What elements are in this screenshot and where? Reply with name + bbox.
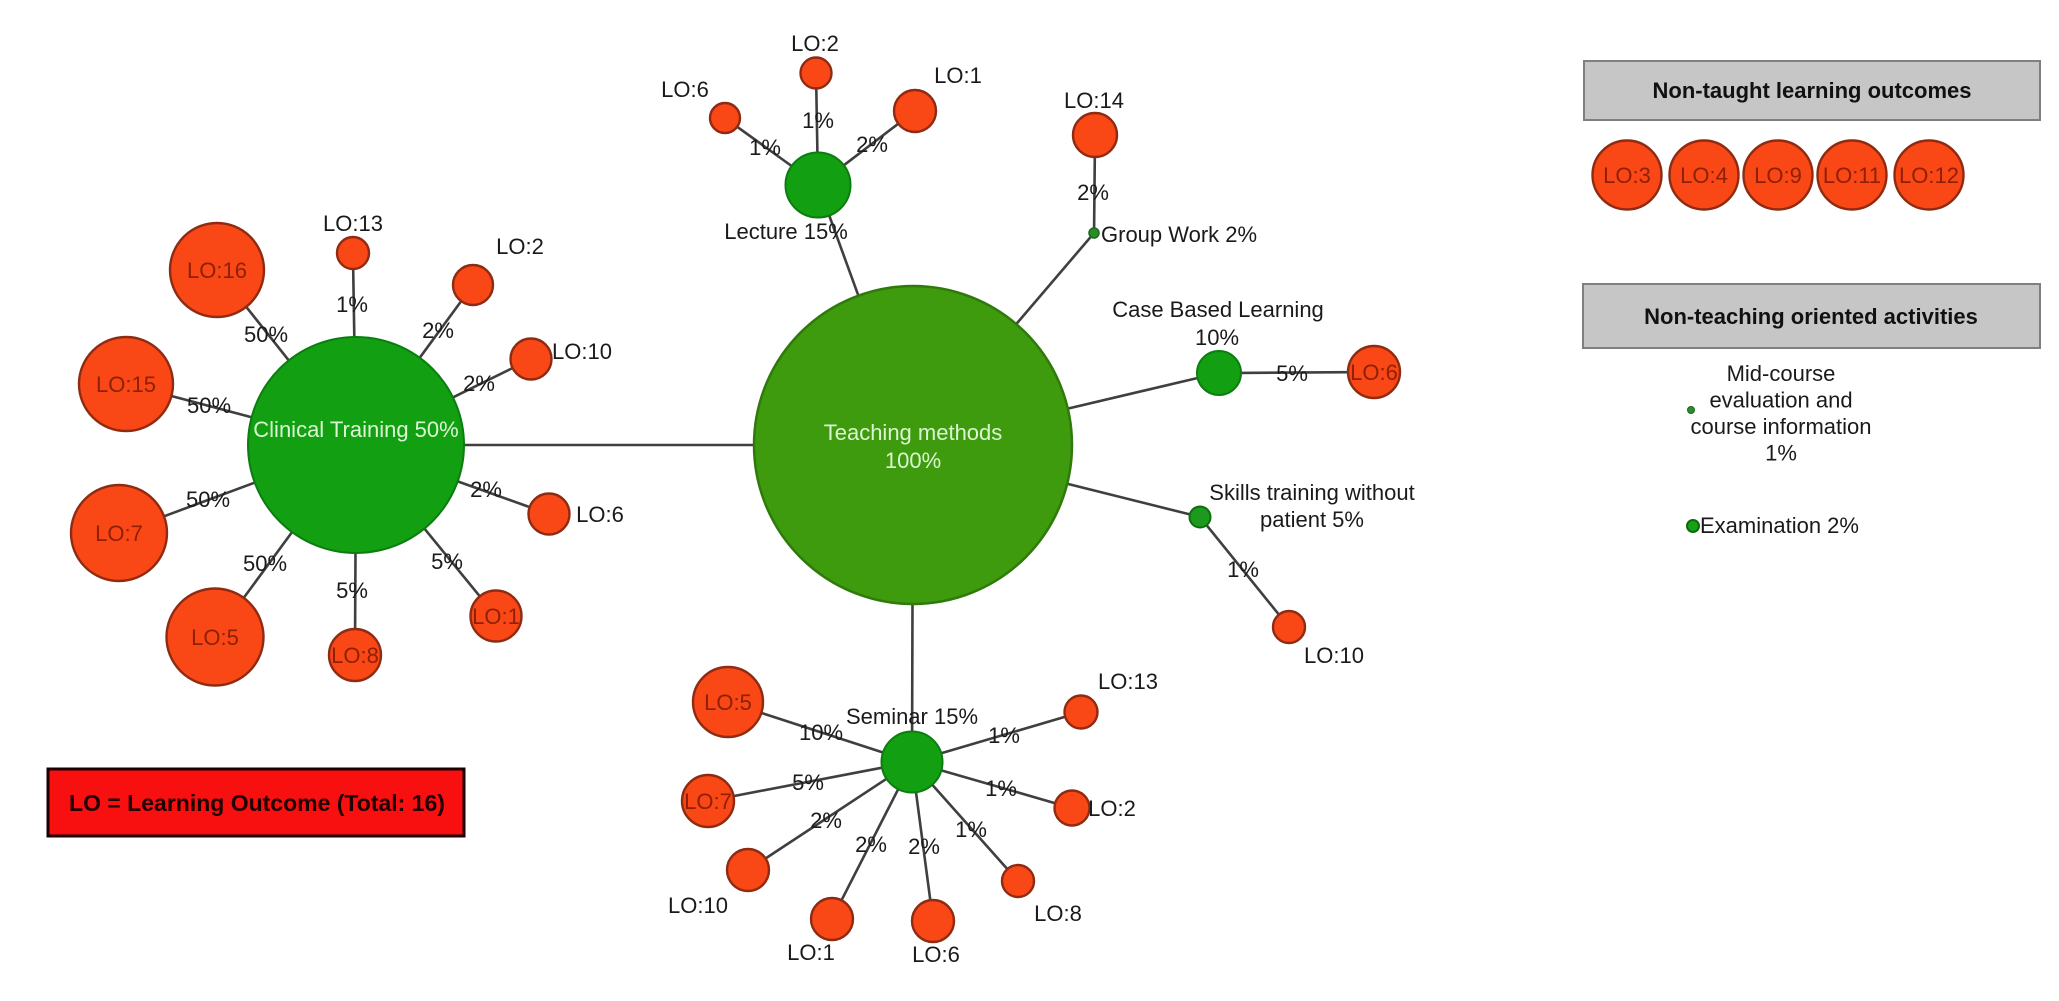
svg-text:LO:4: LO:4 bbox=[1680, 163, 1728, 188]
svg-text:5%: 5% bbox=[1276, 361, 1308, 386]
svg-text:50%: 50% bbox=[244, 322, 288, 347]
svg-text:1%: 1% bbox=[802, 108, 834, 133]
svg-text:50%: 50% bbox=[187, 393, 231, 418]
svg-text:LO:14: LO:14 bbox=[1064, 88, 1124, 113]
svg-text:2%: 2% bbox=[422, 318, 454, 343]
svg-text:LO:10: LO:10 bbox=[1304, 643, 1364, 668]
svg-text:LO:6: LO:6 bbox=[576, 502, 624, 527]
svg-text:Examination 2%: Examination 2% bbox=[1700, 513, 1859, 538]
svg-text:1%: 1% bbox=[1227, 557, 1259, 582]
svg-text:LO:3: LO:3 bbox=[1603, 163, 1651, 188]
svg-text:1%: 1% bbox=[988, 723, 1020, 748]
svg-text:2%: 2% bbox=[856, 132, 888, 157]
svg-text:LO:2: LO:2 bbox=[496, 234, 544, 259]
svg-text:Group Work 2%: Group Work 2% bbox=[1101, 222, 1257, 247]
svg-text:LO:13: LO:13 bbox=[323, 211, 383, 236]
svg-text:LO:16: LO:16 bbox=[187, 258, 247, 283]
svg-text:LO:1: LO:1 bbox=[787, 940, 835, 965]
svg-text:LO = Learning Outcome (Total:: LO = Learning Outcome (Total: 16) bbox=[69, 790, 445, 816]
svg-text:LO:5: LO:5 bbox=[704, 690, 752, 715]
svg-text:50%: 50% bbox=[243, 551, 287, 576]
svg-text:LO:2: LO:2 bbox=[791, 31, 839, 56]
svg-text:Clinical Training 50%: Clinical Training 50% bbox=[253, 417, 458, 442]
svg-text:Case Based Learning: Case Based Learning bbox=[1112, 297, 1324, 322]
svg-text:LO:13: LO:13 bbox=[1098, 669, 1158, 694]
svg-text:100%: 100% bbox=[885, 448, 941, 473]
svg-text:2%: 2% bbox=[855, 832, 887, 857]
svg-text:LO:6: LO:6 bbox=[1350, 360, 1398, 385]
svg-text:LO:6: LO:6 bbox=[912, 942, 960, 967]
svg-text:LO:5: LO:5 bbox=[191, 625, 239, 650]
svg-text:Teaching methods: Teaching methods bbox=[824, 420, 1003, 445]
svg-text:1%: 1% bbox=[749, 135, 781, 160]
svg-text:LO:11: LO:11 bbox=[1823, 163, 1881, 188]
svg-text:evaluation and: evaluation and bbox=[1709, 388, 1852, 413]
svg-text:5%: 5% bbox=[792, 770, 824, 795]
svg-text:10%: 10% bbox=[799, 720, 843, 745]
svg-text:LO:7: LO:7 bbox=[95, 521, 143, 546]
svg-text:2%: 2% bbox=[1077, 180, 1109, 205]
svg-text:course information: course information bbox=[1691, 414, 1872, 439]
svg-text:50%: 50% bbox=[186, 487, 230, 512]
svg-text:LO:8: LO:8 bbox=[1034, 901, 1082, 926]
svg-text:Seminar 15%: Seminar 15% bbox=[846, 704, 978, 729]
svg-text:2%: 2% bbox=[810, 808, 842, 833]
svg-text:LO:2: LO:2 bbox=[1088, 796, 1136, 821]
svg-text:LO:10: LO:10 bbox=[668, 893, 728, 918]
svg-text:Non-taught learning outcomes: Non-taught learning outcomes bbox=[1653, 78, 1972, 103]
svg-text:LO:9: LO:9 bbox=[1754, 163, 1802, 188]
svg-text:1%: 1% bbox=[985, 776, 1017, 801]
svg-text:2%: 2% bbox=[908, 834, 940, 859]
svg-text:patient 5%: patient 5% bbox=[1260, 507, 1364, 532]
svg-text:LO:7: LO:7 bbox=[684, 789, 732, 814]
svg-text:Skills training without: Skills training without bbox=[1209, 480, 1414, 505]
svg-text:LO:15: LO:15 bbox=[96, 372, 156, 397]
svg-text:LO:8: LO:8 bbox=[331, 643, 379, 668]
svg-text:5%: 5% bbox=[336, 578, 368, 603]
svg-text:LO:1: LO:1 bbox=[934, 63, 982, 88]
svg-text:LO:12: LO:12 bbox=[1899, 163, 1959, 188]
svg-text:1%: 1% bbox=[336, 292, 368, 317]
svg-text:Non-teaching oriented activiti: Non-teaching oriented activities bbox=[1644, 304, 1978, 329]
svg-text:5%: 5% bbox=[431, 549, 463, 574]
svg-text:LO:1: LO:1 bbox=[472, 604, 520, 629]
svg-text:LO:6: LO:6 bbox=[661, 77, 709, 102]
svg-text:Lecture 15%: Lecture 15% bbox=[724, 219, 848, 244]
svg-text:10%: 10% bbox=[1195, 325, 1239, 350]
svg-text:2%: 2% bbox=[470, 477, 502, 502]
svg-text:2%: 2% bbox=[463, 371, 495, 396]
svg-text:1%: 1% bbox=[955, 817, 987, 842]
svg-text:LO:10: LO:10 bbox=[552, 339, 612, 364]
svg-text:Mid-course: Mid-course bbox=[1727, 361, 1836, 386]
svg-text:1%: 1% bbox=[1765, 441, 1797, 466]
